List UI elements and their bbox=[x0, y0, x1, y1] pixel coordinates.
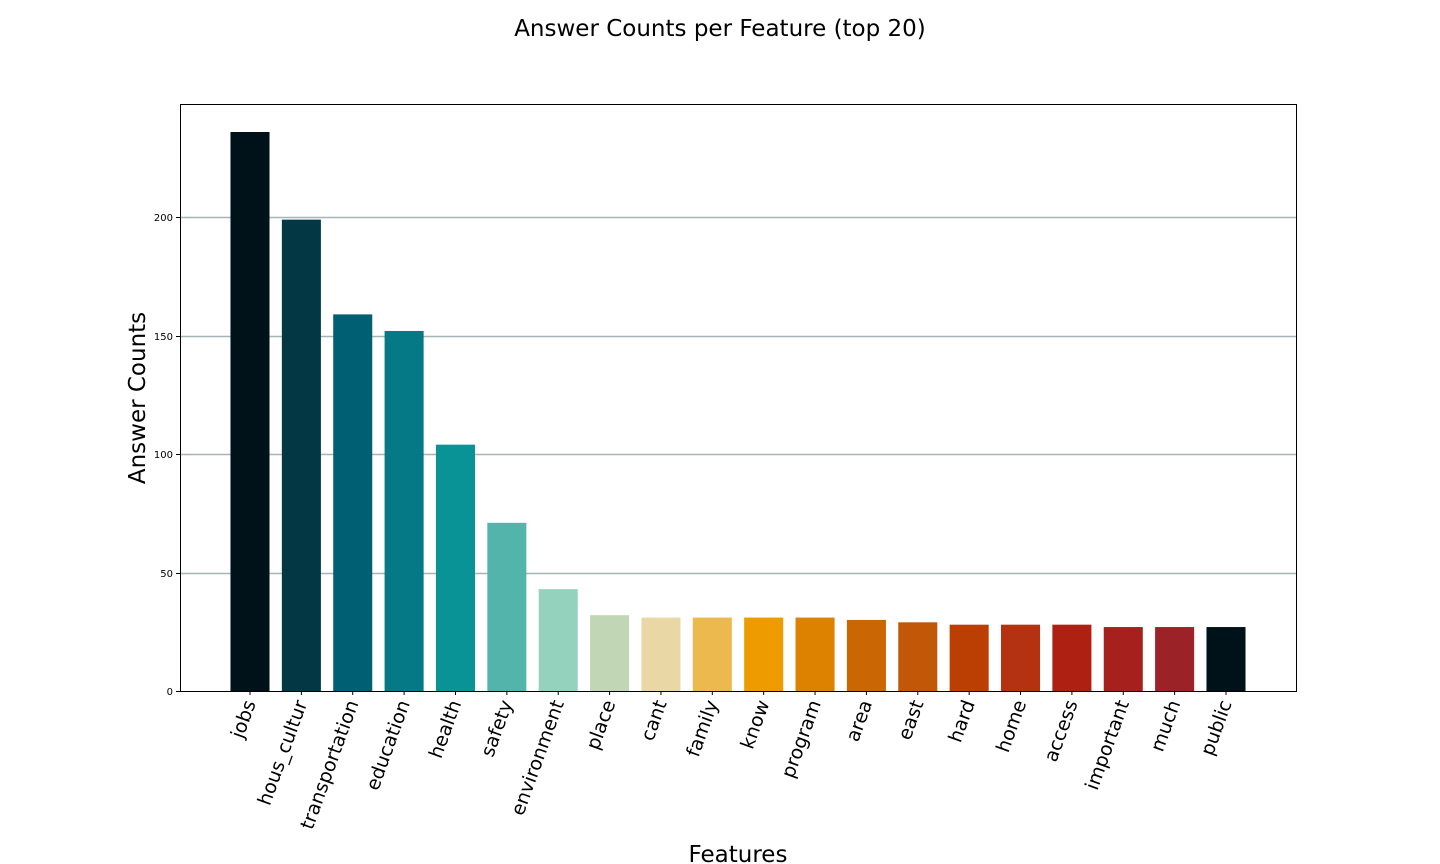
bar-hard bbox=[949, 624, 989, 691]
y-tick-label: 150 bbox=[154, 332, 173, 343]
y-axis-label: Answer Counts bbox=[125, 312, 151, 484]
x-tick-label: hard bbox=[944, 697, 979, 745]
bar-program bbox=[795, 617, 835, 691]
x-tick-label: family bbox=[682, 697, 723, 760]
x-tick-label: environment bbox=[507, 697, 569, 818]
bar-place bbox=[590, 615, 630, 691]
x-tick-label: program bbox=[777, 697, 825, 781]
x-tick-label: home bbox=[992, 697, 1031, 755]
y-tick-label: 200 bbox=[154, 213, 173, 224]
y-axis-ticks: 0 50 100 150 200 bbox=[154, 213, 180, 698]
x-tick-label: safety bbox=[477, 697, 518, 760]
bar-family bbox=[692, 617, 732, 691]
x-tick-label: much bbox=[1147, 697, 1186, 754]
bar-safety bbox=[487, 522, 527, 691]
bar-important bbox=[1103, 627, 1143, 691]
bar-public bbox=[1206, 627, 1246, 691]
bar-access bbox=[1052, 624, 1092, 691]
bar-health bbox=[435, 444, 475, 691]
x-tick-label: jobs bbox=[226, 697, 260, 742]
bar-hous-cultur bbox=[281, 219, 321, 691]
bar-east bbox=[898, 622, 938, 691]
x-axis-label: Features bbox=[689, 842, 788, 864]
bar-cant bbox=[641, 617, 681, 691]
y-tick-label: 50 bbox=[160, 569, 173, 580]
x-tick-label: important bbox=[1081, 697, 1134, 793]
x-tick-label: access bbox=[1040, 697, 1083, 765]
x-tick-label: area bbox=[842, 697, 877, 744]
bar-transportation bbox=[333, 314, 373, 691]
bar-environment bbox=[538, 589, 578, 691]
x-tick-label: know bbox=[737, 697, 775, 752]
x-tick-label: education bbox=[362, 697, 415, 793]
bar-home bbox=[1001, 624, 1041, 691]
plot-frame bbox=[180, 104, 1297, 692]
bar-much bbox=[1155, 627, 1195, 691]
y-tick-label: 100 bbox=[154, 450, 173, 461]
x-tick-label: east bbox=[894, 697, 929, 743]
bars bbox=[230, 132, 1246, 691]
x-tick-label: public bbox=[1196, 697, 1236, 758]
bar-education bbox=[384, 330, 424, 691]
chart-title: Answer Counts per Feature (top 20) bbox=[514, 16, 926, 42]
y-tick-label: 0 bbox=[167, 687, 173, 698]
x-tick-label: health bbox=[425, 697, 466, 761]
x-tick-label: cant bbox=[637, 697, 672, 744]
bar-jobs bbox=[230, 132, 270, 691]
bar-area bbox=[846, 619, 886, 691]
bar-know bbox=[744, 617, 784, 691]
x-tick-label: place bbox=[582, 697, 620, 753]
x-tick-label: hous_cultur bbox=[254, 697, 312, 808]
